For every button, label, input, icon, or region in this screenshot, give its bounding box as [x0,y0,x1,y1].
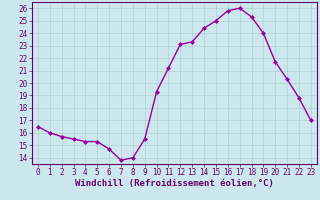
X-axis label: Windchill (Refroidissement éolien,°C): Windchill (Refroidissement éolien,°C) [75,179,274,188]
